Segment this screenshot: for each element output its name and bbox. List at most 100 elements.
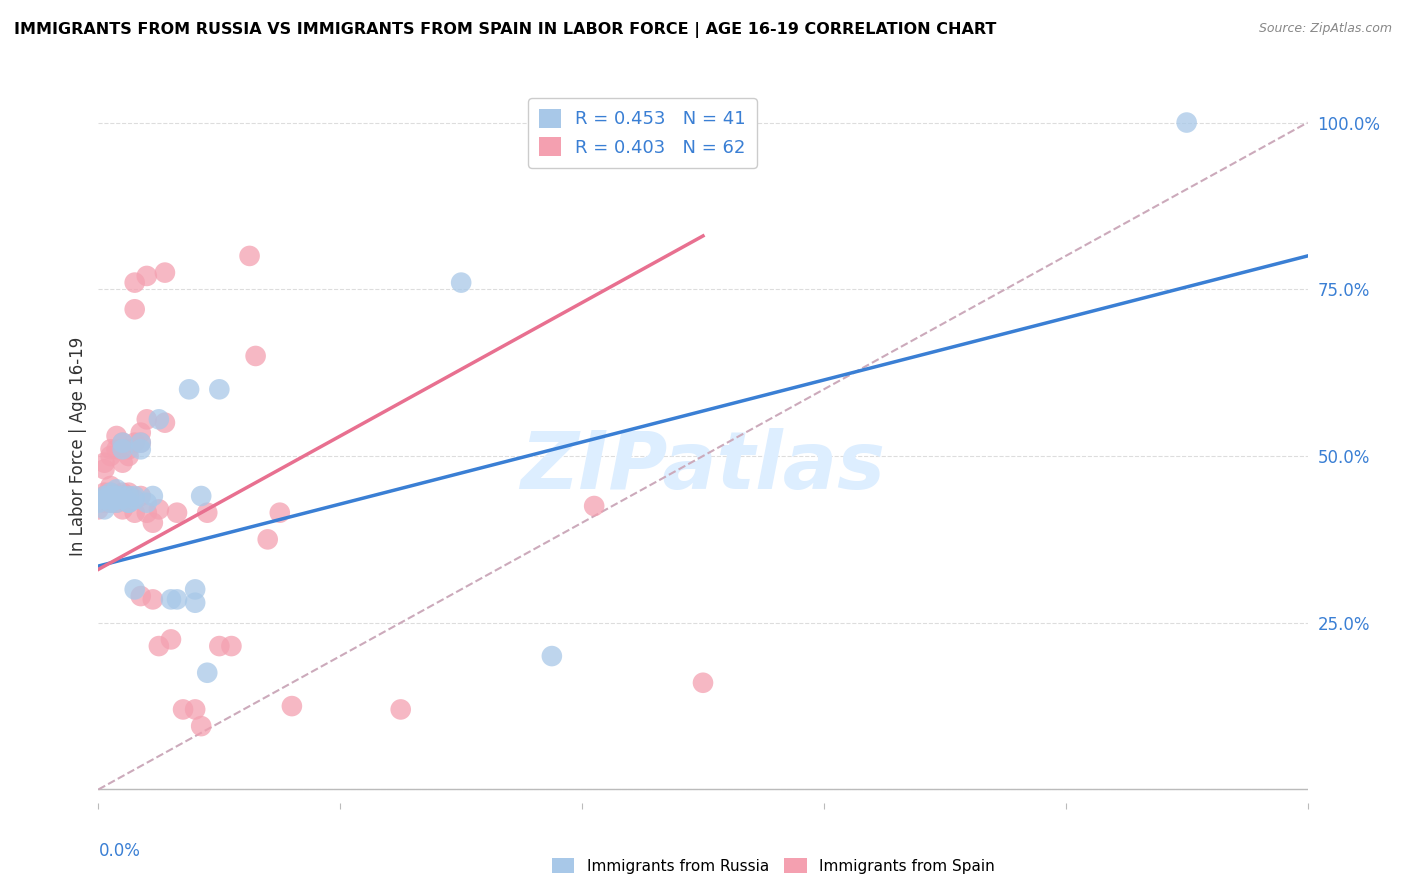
Point bbox=[105, 496, 128, 510]
Point bbox=[111, 489, 134, 503]
Point bbox=[87, 492, 110, 507]
Point bbox=[184, 596, 207, 610]
Point bbox=[129, 425, 152, 440]
Text: IMMIGRANTS FROM RUSSIA VS IMMIGRANTS FROM SPAIN IN LABOR FORCE | AGE 16-19 CORRE: IMMIGRANTS FROM RUSSIA VS IMMIGRANTS FRO… bbox=[14, 22, 997, 38]
Legend: Immigrants from Russia, Immigrants from Spain: Immigrants from Russia, Immigrants from … bbox=[546, 852, 1001, 880]
Point bbox=[153, 266, 176, 280]
Point bbox=[166, 592, 188, 607]
Point bbox=[129, 489, 152, 503]
Point bbox=[124, 492, 146, 507]
Point bbox=[93, 502, 115, 516]
Point bbox=[583, 499, 606, 513]
Point bbox=[179, 382, 201, 396]
Point bbox=[450, 276, 472, 290]
Point bbox=[540, 649, 562, 664]
Point bbox=[87, 492, 110, 507]
Point bbox=[142, 489, 165, 503]
Point bbox=[389, 702, 412, 716]
Point bbox=[221, 639, 243, 653]
Text: 0.0%: 0.0% bbox=[98, 842, 141, 860]
Point bbox=[105, 489, 128, 503]
Point bbox=[111, 489, 134, 503]
Point bbox=[100, 442, 122, 457]
Point bbox=[160, 632, 183, 647]
Point bbox=[105, 492, 128, 507]
Y-axis label: In Labor Force | Age 16-19: In Labor Force | Age 16-19 bbox=[69, 336, 87, 556]
Point bbox=[100, 485, 122, 500]
Point bbox=[142, 592, 165, 607]
Point bbox=[100, 489, 122, 503]
Point bbox=[135, 412, 157, 426]
Point bbox=[93, 485, 115, 500]
Point bbox=[135, 496, 157, 510]
Point bbox=[100, 492, 122, 507]
Point bbox=[184, 582, 207, 597]
Point bbox=[148, 502, 170, 516]
Point bbox=[172, 702, 194, 716]
Point bbox=[111, 485, 134, 500]
Point bbox=[93, 489, 115, 503]
Point bbox=[93, 496, 115, 510]
Point bbox=[184, 702, 207, 716]
Point bbox=[135, 268, 157, 283]
Point bbox=[124, 302, 146, 317]
Point bbox=[256, 533, 278, 547]
Point bbox=[93, 456, 115, 470]
Point bbox=[1175, 115, 1198, 129]
Point bbox=[111, 492, 134, 507]
Point bbox=[245, 349, 267, 363]
Point bbox=[93, 492, 115, 507]
Point bbox=[124, 582, 146, 597]
Point bbox=[208, 382, 231, 396]
Point bbox=[105, 492, 128, 507]
Point bbox=[105, 496, 128, 510]
Point bbox=[105, 489, 128, 503]
Point bbox=[195, 506, 218, 520]
Point bbox=[105, 442, 128, 457]
Point bbox=[148, 639, 170, 653]
Point bbox=[105, 429, 128, 443]
Point bbox=[118, 489, 141, 503]
Point bbox=[239, 249, 262, 263]
Point bbox=[190, 719, 212, 733]
Point bbox=[142, 516, 165, 530]
Point bbox=[118, 442, 141, 457]
Point bbox=[124, 435, 146, 450]
Point bbox=[100, 496, 122, 510]
Point bbox=[129, 589, 152, 603]
Point bbox=[118, 496, 141, 510]
Point bbox=[135, 506, 157, 520]
Point bbox=[166, 506, 188, 520]
Point bbox=[111, 442, 134, 457]
Point bbox=[124, 506, 146, 520]
Point bbox=[124, 276, 146, 290]
Point bbox=[105, 483, 128, 497]
Point bbox=[148, 412, 170, 426]
Point bbox=[93, 489, 115, 503]
Point bbox=[105, 492, 128, 507]
Point bbox=[195, 665, 218, 680]
Point bbox=[100, 449, 122, 463]
Point bbox=[100, 489, 122, 503]
Point bbox=[153, 416, 176, 430]
Text: ZIPatlas: ZIPatlas bbox=[520, 428, 886, 507]
Point bbox=[129, 442, 152, 457]
Point bbox=[111, 502, 134, 516]
Point bbox=[111, 456, 134, 470]
Legend: R = 0.453   N = 41, R = 0.403   N = 62: R = 0.453 N = 41, R = 0.403 N = 62 bbox=[529, 98, 756, 168]
Point bbox=[692, 675, 714, 690]
Point bbox=[93, 462, 115, 476]
Point bbox=[160, 592, 183, 607]
Point bbox=[118, 489, 141, 503]
Point bbox=[118, 496, 141, 510]
Point bbox=[100, 496, 122, 510]
Point bbox=[100, 485, 122, 500]
Point bbox=[111, 435, 134, 450]
Point bbox=[118, 496, 141, 510]
Point bbox=[111, 442, 134, 457]
Point bbox=[129, 435, 152, 450]
Point bbox=[129, 435, 152, 450]
Point bbox=[100, 479, 122, 493]
Point bbox=[111, 435, 134, 450]
Point bbox=[269, 506, 291, 520]
